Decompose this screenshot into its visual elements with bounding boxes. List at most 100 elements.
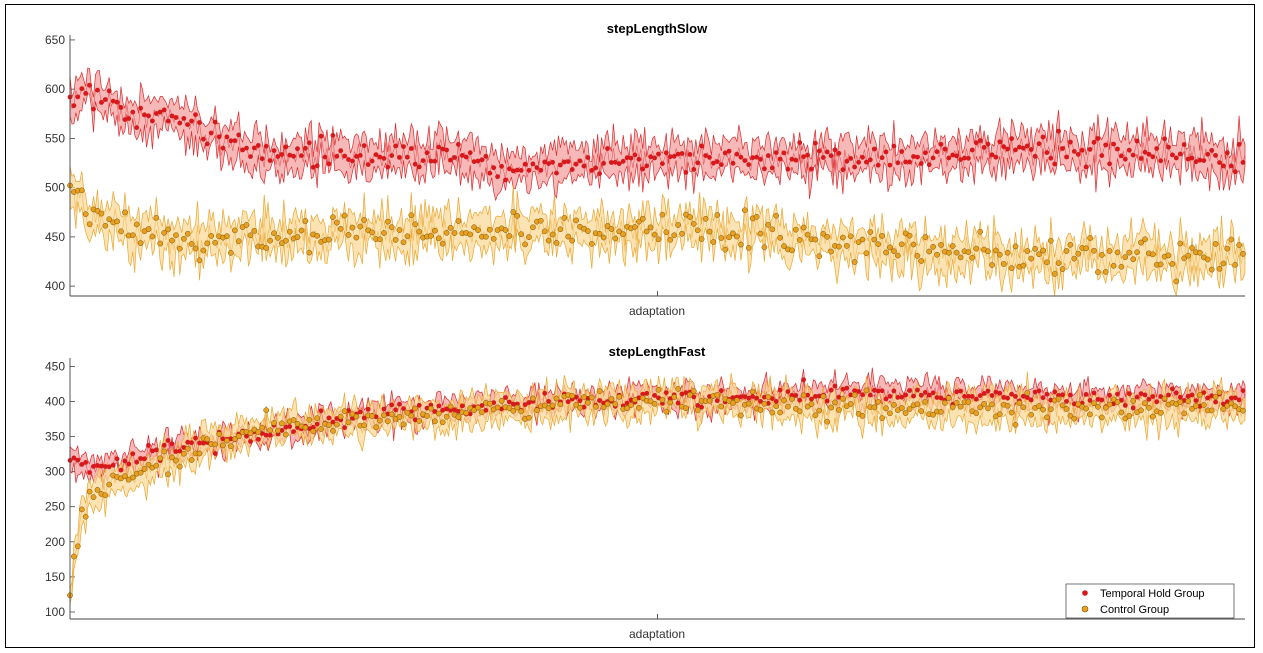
data-point [793,157,799,163]
data-point [1004,402,1011,409]
axes-fast [69,358,1245,620]
data-point [738,154,744,160]
data-point [608,396,615,402]
data-point [683,405,689,412]
data-point [1134,138,1140,144]
data-point [432,418,438,425]
data-point [907,159,912,165]
data-point [813,394,818,399]
data-point [1157,410,1164,416]
data-point [966,155,971,161]
data-point [204,436,211,443]
data-point [1162,136,1167,142]
data-point [644,390,650,396]
data-point [930,390,936,396]
data-point [871,404,878,411]
data-point [271,230,277,237]
data-point [306,249,313,256]
data-point [789,247,795,254]
data-point [1224,150,1230,156]
data-point [762,394,767,400]
data-point [1079,147,1085,153]
data-point [655,386,662,393]
data-point [240,147,246,153]
data-point [1095,403,1101,410]
data-point [377,154,383,160]
data-point [993,389,999,395]
data-point [871,146,877,152]
data-point [349,224,356,231]
data-point [581,394,587,400]
data-point [1067,412,1074,419]
data-point [553,240,560,246]
data-point [918,408,925,414]
data-point [393,407,398,413]
data-point [628,402,634,408]
data-point [565,233,572,240]
data-point [749,388,756,395]
data-point [781,397,787,404]
data-point [503,395,508,400]
data-point [1200,402,1207,408]
data-point [345,419,352,426]
data-point [1052,389,1058,395]
data-point [522,402,528,407]
data-point [1055,396,1062,402]
data-point [1099,397,1105,403]
data-point [887,244,893,251]
data-point [745,400,752,407]
data-point [507,399,512,405]
data-point [1154,146,1160,151]
data-point [883,405,889,412]
data-point [526,400,532,405]
data-point [1122,254,1129,260]
data-point [165,438,171,443]
data-point [985,248,991,255]
data-point [1095,269,1101,275]
data-point [989,401,995,408]
data-point [275,427,281,434]
data-point [804,231,811,238]
data-point [78,506,85,513]
data-point [792,226,799,233]
data-point [208,233,215,239]
data-point [408,412,415,419]
data-point [334,153,340,159]
data-point [859,413,866,419]
data-point [1068,392,1073,398]
data-point [188,457,195,463]
data-point [1095,136,1101,141]
data-point [867,229,874,235]
data-point [357,409,363,415]
data-point [255,143,261,148]
data-point [879,415,885,421]
data-point [781,243,787,249]
data-point [216,134,222,140]
data-point [969,254,976,261]
data-point [820,393,827,400]
data-point [573,401,579,408]
data-point [938,242,944,248]
data-point [263,143,269,149]
data-point [785,166,791,172]
data-point [314,415,321,421]
data-point [856,159,861,165]
data-point [836,407,842,413]
data-point [608,226,615,232]
data-point [891,248,897,255]
data-point [212,119,218,125]
data-point [397,155,402,160]
data-point [91,464,96,469]
data-point [636,395,642,401]
data-point [695,160,701,166]
data-point [1032,245,1038,252]
data-point [950,152,956,158]
data-point [134,125,140,130]
data-point [353,413,360,420]
data-point [864,159,869,165]
data-point [1173,390,1179,396]
y-tick-label: 200 [45,535,65,549]
data-point [945,249,952,256]
data-point [428,233,434,239]
data-point [177,448,183,454]
